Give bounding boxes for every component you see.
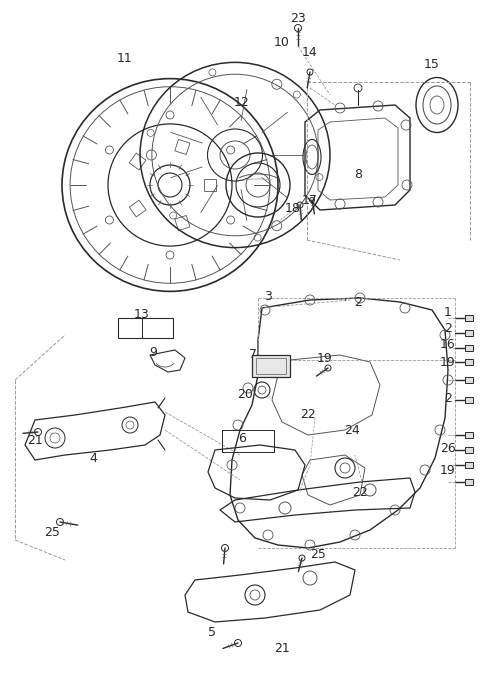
Text: 2: 2 [444,322,452,334]
Text: 17: 17 [302,194,318,207]
Text: 9: 9 [149,345,157,358]
Bar [118,318,173,338]
Text: 19: 19 [440,356,456,369]
Text: 6: 6 [238,431,246,444]
Bar [465,345,473,351]
Bar [465,397,473,403]
Text: 11: 11 [117,52,133,65]
Bar [465,447,473,453]
Bar [465,377,473,383]
Text: 22: 22 [352,486,368,499]
Text: 26: 26 [440,442,456,455]
Text: 18: 18 [285,201,301,214]
Text: 12: 12 [234,96,250,108]
Text: 8: 8 [354,169,362,181]
Bar [465,330,473,336]
Bar [465,315,473,321]
Text: 7: 7 [249,347,257,360]
Text: 16: 16 [440,338,456,351]
Text: 25: 25 [44,526,60,539]
Text: 15: 15 [424,59,440,72]
Bar [465,479,473,485]
Text: 23: 23 [290,12,306,25]
Text: 19: 19 [317,351,333,364]
Bar [465,462,473,468]
Text: 24: 24 [344,424,360,437]
Bar [465,359,473,365]
Text: 13: 13 [134,309,150,322]
Text: 10: 10 [274,36,290,48]
Text: 21: 21 [27,433,43,446]
Bar [256,358,286,374]
Text: 21: 21 [274,641,290,655]
Text: 20: 20 [237,389,253,402]
Text: 2: 2 [354,296,362,309]
Bar [465,432,473,438]
Text: 5: 5 [208,626,216,639]
Text: 3: 3 [264,289,272,302]
Bar [222,430,274,452]
Text: 2: 2 [444,391,452,404]
Text: 25: 25 [310,548,326,562]
Text: 1: 1 [444,305,452,318]
Text: 14: 14 [302,45,318,59]
Bar [252,355,290,377]
Text: 22: 22 [300,409,316,422]
Text: 4: 4 [89,451,97,464]
Text: 19: 19 [440,464,456,477]
